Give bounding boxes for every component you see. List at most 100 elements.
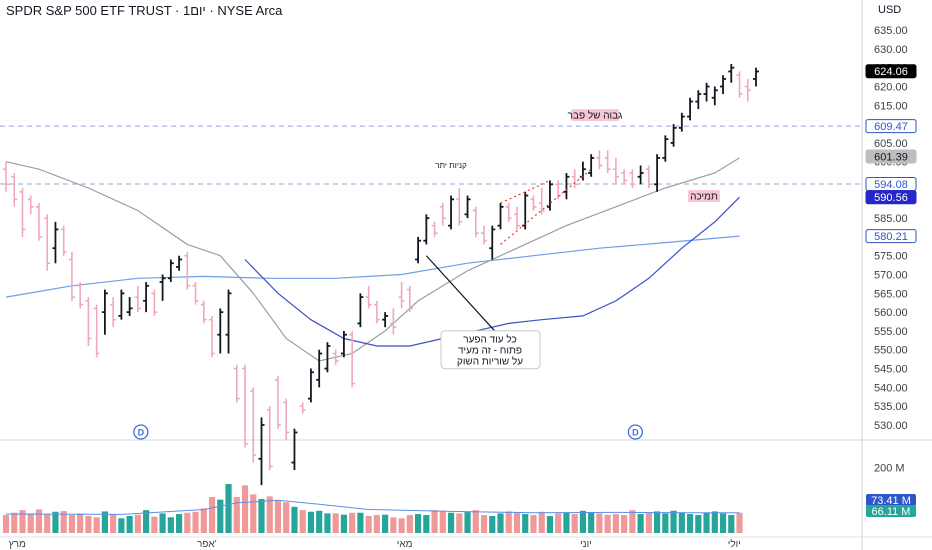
volume-bar xyxy=(233,497,240,533)
level-lines xyxy=(0,125,862,185)
volume-bar xyxy=(365,516,372,533)
volume-bar xyxy=(456,513,463,533)
time-tick: יולי xyxy=(728,538,741,550)
volume-bar xyxy=(27,513,34,533)
volume-bar xyxy=(208,497,216,533)
price-tag: 624.06 xyxy=(865,64,917,79)
volume-bar xyxy=(340,514,348,533)
volume-bar xyxy=(596,513,603,533)
ohlc-bar xyxy=(505,203,512,222)
channel-top-line xyxy=(500,179,551,204)
price-tick: 615.00 xyxy=(874,100,908,112)
volume-bar xyxy=(678,512,685,533)
ma-blue-line xyxy=(244,196,740,347)
volume-bar xyxy=(505,511,512,533)
ohlc-bar xyxy=(736,71,743,98)
ohlc-bar xyxy=(415,236,422,264)
ohlc-bar xyxy=(316,349,323,388)
price-tick: 575.00 xyxy=(874,251,908,263)
price-tag-text: 594.08 xyxy=(874,179,908,191)
volume-bar xyxy=(621,515,628,533)
volume-tick: 200 M xyxy=(874,463,905,475)
moving-averages xyxy=(5,157,740,362)
volume-bar xyxy=(645,512,652,533)
ohlc-bar xyxy=(44,214,51,271)
ohlc-bar xyxy=(612,157,619,185)
volume-bar xyxy=(703,512,710,533)
ohlc-bar xyxy=(332,349,339,365)
ohlc-bars xyxy=(3,63,759,486)
price-tag-text: 601.39 xyxy=(874,151,908,163)
volume-bar xyxy=(588,512,595,533)
volume-bar xyxy=(258,499,265,533)
ohlc-bar xyxy=(233,364,240,403)
volume-bar xyxy=(390,517,397,533)
ohlc-bar xyxy=(497,203,504,230)
time-tick: יוני xyxy=(580,539,592,550)
volume-bar xyxy=(217,499,224,533)
ohlc-bar xyxy=(753,67,759,87)
ohlc-bar xyxy=(266,406,273,471)
ohlc-bar xyxy=(192,282,199,305)
volume-bar xyxy=(736,512,743,533)
chart-title: SPDR S&P 500 ETF TRUST · 1יום · NYSE Arc… xyxy=(6,3,283,18)
currency-label[interactable]: USD xyxy=(878,4,902,16)
price-tag: 609.47 xyxy=(865,119,917,134)
volume-bar xyxy=(143,510,150,533)
ohlc-bar xyxy=(365,285,372,309)
volume-bar xyxy=(19,510,26,533)
ohlc-bar xyxy=(439,203,446,226)
ohlc-bar xyxy=(176,255,183,271)
volume-bar xyxy=(439,510,446,533)
volume-bar xyxy=(654,511,661,533)
volume-bar xyxy=(192,511,199,533)
price-tick: 565.00 xyxy=(874,288,908,300)
ohlc-bar xyxy=(291,428,298,471)
price-tick: 530.00 xyxy=(874,420,908,432)
ohlc-bar xyxy=(472,206,479,237)
ohlc-bar xyxy=(687,97,694,121)
volume-bar xyxy=(85,516,92,533)
price-tick: 555.00 xyxy=(874,326,908,338)
ohlc-bar xyxy=(250,387,257,463)
volume-bar xyxy=(52,511,59,533)
time-tick: מרץ xyxy=(9,539,26,550)
volume-bar xyxy=(464,511,471,533)
ohlc-bar xyxy=(110,297,117,328)
volume-bar xyxy=(2,515,10,533)
support-label-bg xyxy=(688,189,720,202)
volume-bar xyxy=(414,514,422,533)
ohlc-bar xyxy=(596,150,603,170)
volume-bar xyxy=(497,513,504,533)
volume-tag-text: 73.41 M xyxy=(871,495,911,507)
volume-bar xyxy=(373,515,380,533)
volume-bar xyxy=(151,516,158,533)
volume-bar xyxy=(563,512,570,533)
price-tag-text: 624.06 xyxy=(874,66,908,78)
time-axis[interactable]: מרץ אפר' מאי יוני יולי xyxy=(9,538,741,550)
ohlc-bar xyxy=(3,161,9,192)
price-tick: 630.00 xyxy=(874,44,908,56)
ma-gray-line xyxy=(5,157,740,362)
price-tag-bg xyxy=(865,190,917,205)
gap-note-line: על שוריות השוק xyxy=(457,356,523,368)
ohlc-bar xyxy=(629,169,636,189)
ohlc-bar xyxy=(563,172,570,200)
ohlc-bar xyxy=(703,82,710,102)
ohlc-bar xyxy=(621,169,628,185)
volume-bar xyxy=(332,513,339,533)
time-tick: מאי xyxy=(397,539,413,550)
price-axis[interactable]: 530.00 535.00 540.00 545.00 550.00 555.00 560.… xyxy=(865,25,917,518)
ohlc-bar xyxy=(307,368,314,403)
price-tag-bg xyxy=(865,119,917,134)
volume-bar xyxy=(77,513,84,533)
volume-bar xyxy=(555,513,562,533)
ohlc-bar xyxy=(151,289,158,316)
volume-bar xyxy=(637,514,644,533)
volume-bar xyxy=(299,510,306,533)
ohlc-bar xyxy=(340,330,347,358)
dividend-letter: D xyxy=(632,428,639,438)
gap-note-line: כל עוד הפער xyxy=(463,334,516,346)
